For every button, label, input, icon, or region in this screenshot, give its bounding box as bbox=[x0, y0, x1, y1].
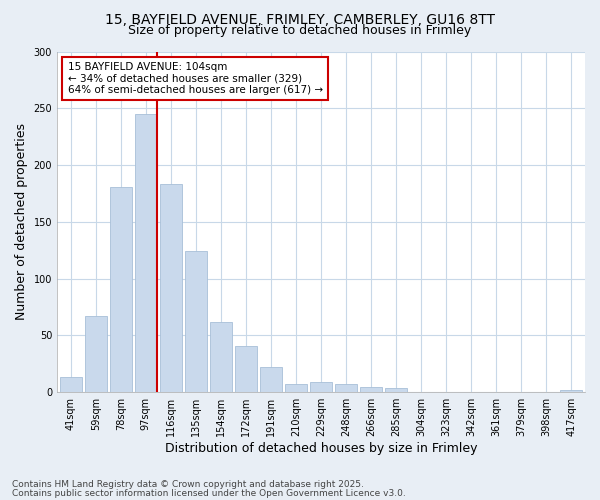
Bar bbox=[285, 384, 307, 392]
Bar bbox=[235, 346, 257, 392]
Bar bbox=[110, 186, 132, 392]
Text: 15 BAYFIELD AVENUE: 104sqm
← 34% of detached houses are smaller (329)
64% of sem: 15 BAYFIELD AVENUE: 104sqm ← 34% of deta… bbox=[68, 62, 323, 95]
Bar bbox=[160, 184, 182, 392]
X-axis label: Distribution of detached houses by size in Frimley: Distribution of detached houses by size … bbox=[165, 442, 477, 455]
Bar bbox=[85, 316, 107, 392]
Bar bbox=[59, 378, 82, 392]
Bar bbox=[209, 322, 232, 392]
Bar bbox=[310, 382, 332, 392]
Bar bbox=[560, 390, 583, 392]
Bar bbox=[134, 114, 157, 392]
Bar bbox=[260, 367, 282, 392]
Bar bbox=[335, 384, 358, 392]
Bar bbox=[185, 252, 207, 392]
Text: 15, BAYFIELD AVENUE, FRIMLEY, CAMBERLEY, GU16 8TT: 15, BAYFIELD AVENUE, FRIMLEY, CAMBERLEY,… bbox=[105, 12, 495, 26]
Text: Contains public sector information licensed under the Open Government Licence v3: Contains public sector information licen… bbox=[12, 489, 406, 498]
Text: Contains HM Land Registry data © Crown copyright and database right 2025.: Contains HM Land Registry data © Crown c… bbox=[12, 480, 364, 489]
Bar bbox=[360, 386, 382, 392]
Bar bbox=[385, 388, 407, 392]
Y-axis label: Number of detached properties: Number of detached properties bbox=[15, 124, 28, 320]
Text: Size of property relative to detached houses in Frimley: Size of property relative to detached ho… bbox=[128, 24, 472, 37]
